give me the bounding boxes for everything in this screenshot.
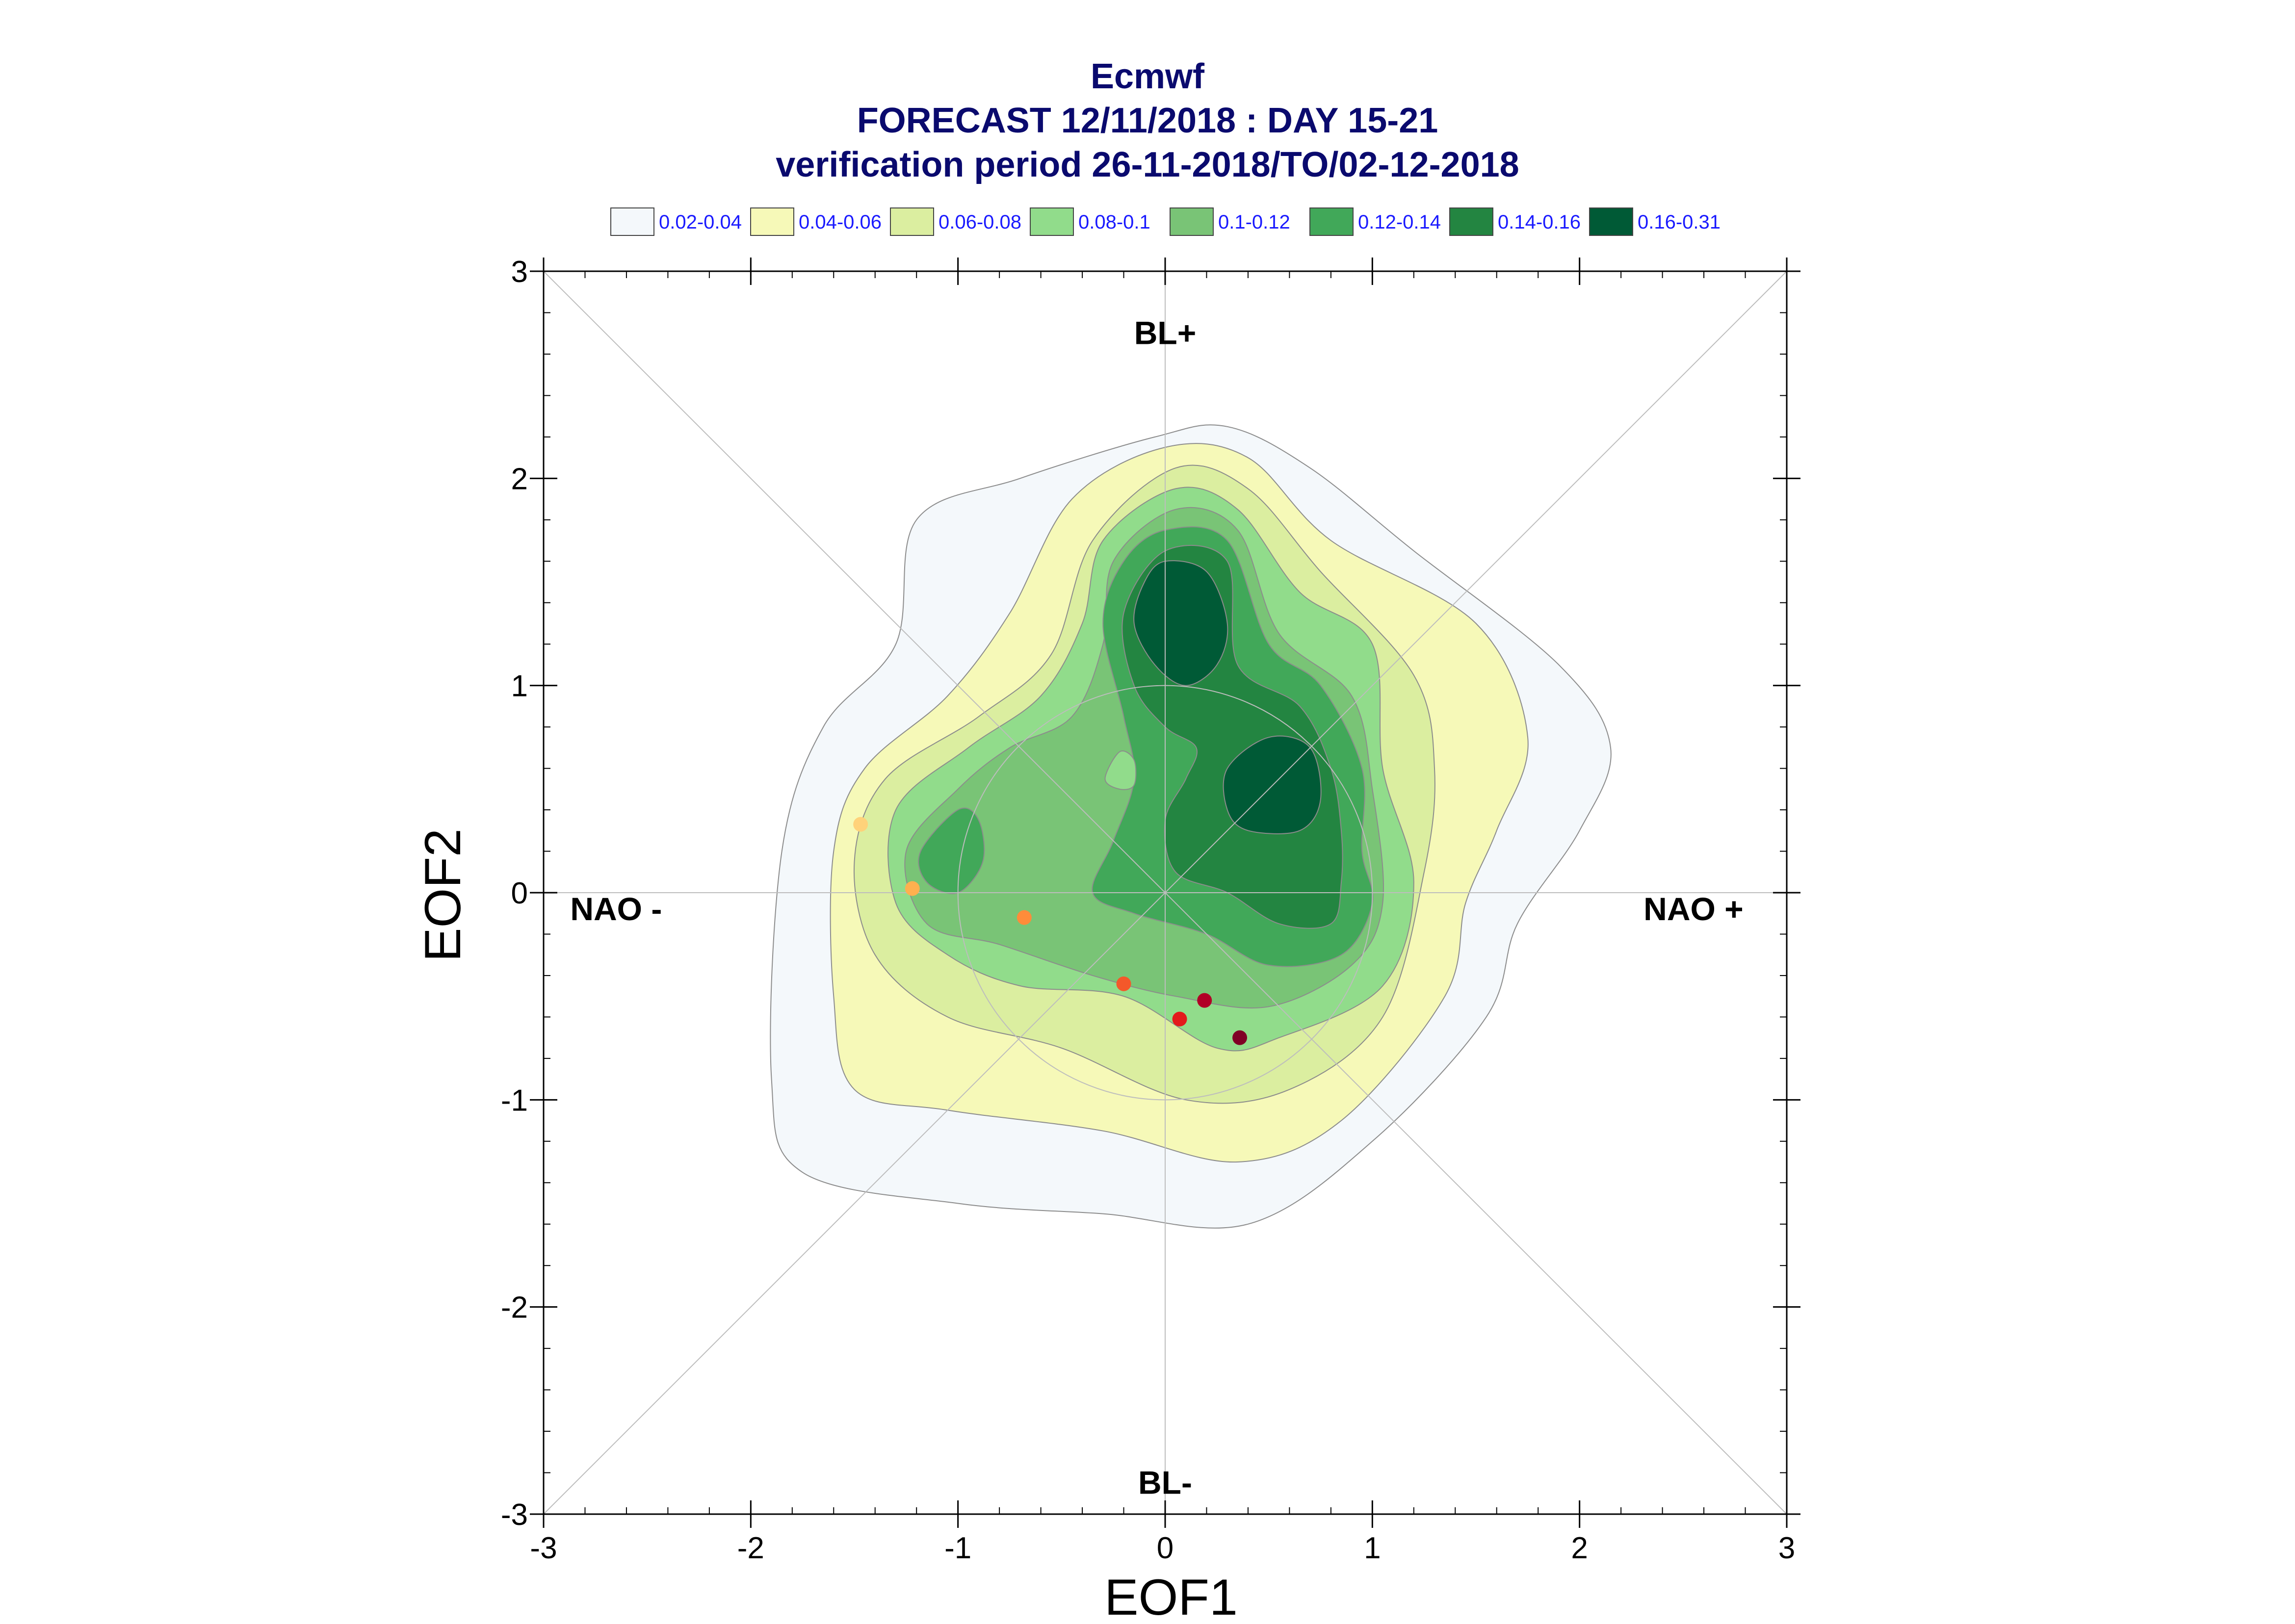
legend-swatch (750, 207, 794, 236)
x-tick-label: -1 (944, 1531, 971, 1565)
x-tick-label: 0 (1157, 1531, 1174, 1565)
legend: 0.02-0.04 0.04-0.06 0.06-0.08 0.08-0.1 0.1-0… (610, 207, 1721, 236)
y-tick-label: -3 (501, 1498, 528, 1532)
y-tick-label: 1 (511, 670, 528, 703)
legend-swatch (890, 207, 934, 236)
y-tick-label: 3 (511, 255, 528, 289)
forecast-point (1116, 976, 1131, 991)
legend-swatch (1589, 207, 1633, 236)
legend-swatch (1449, 207, 1493, 236)
density-contours (770, 424, 1612, 1229)
x-tick-label: -3 (530, 1531, 557, 1565)
title-line-verification: verification period 26-11-2018/TO/02-12-… (776, 145, 1519, 184)
x-tick-label: 3 (1778, 1531, 1795, 1565)
forecast-points (853, 817, 1248, 1045)
y-tick-label: -2 (501, 1291, 528, 1325)
regime-label: NAO + (1643, 891, 1744, 927)
axes: -3 -2 -1 0 1 2 3 -3 -2 -1 0 1 2 3 (501, 255, 1800, 1565)
y-tick-label: 0 (511, 876, 528, 910)
forecast-point (853, 817, 868, 832)
regime-label: BL- (1138, 1465, 1192, 1501)
legend-swatch (1170, 207, 1214, 236)
contour-region (1223, 735, 1322, 834)
y-tick-label: 2 (511, 462, 528, 496)
x-axis-title: EOF1 (1104, 1569, 1238, 1624)
legend-label: 0.02-0.04 (659, 211, 742, 233)
legend-swatch (610, 207, 654, 236)
forecast-point (1197, 993, 1212, 1008)
contour-region (1133, 560, 1228, 686)
y-tick-label: -1 (501, 1083, 528, 1117)
regime-labels: BL+ BL- NAO - NAO + (570, 315, 1743, 1501)
legend-label: 0.04-0.06 (799, 211, 882, 233)
legend-label: 0.06-0.08 (939, 211, 1021, 233)
legend-label: 0.08-0.1 (1078, 211, 1150, 233)
legend-label: 0.14-0.16 (1498, 211, 1581, 233)
title-line-model: Ecmwf (1091, 57, 1205, 96)
x-tick-label: 1 (1364, 1531, 1381, 1565)
title-line-forecast: FORECAST 12/11/2018 : DAY 15-21 (857, 101, 1438, 140)
y-axis-title: EOF2 (415, 828, 471, 962)
forecast-point (1017, 910, 1032, 925)
chart-title: Ecmwf FORECAST 12/11/2018 : DAY 15-21 ve… (776, 57, 1519, 184)
regime-label: NAO - (570, 891, 662, 927)
x-tick-label: -2 (737, 1531, 764, 1565)
guide-lines (543, 271, 1787, 1515)
unit-circle-guide (957, 685, 1373, 1101)
contour-region (1104, 750, 1137, 790)
forecast-point (1172, 1011, 1187, 1027)
forecast-point (1232, 1030, 1248, 1045)
forecast-point (905, 881, 920, 896)
regime-label: BL+ (1134, 315, 1197, 351)
legend-label: 0.12-0.14 (1358, 211, 1441, 233)
legend-swatch (1309, 207, 1354, 236)
legend-label: 0.16-0.31 (1638, 211, 1721, 233)
legend-label: 0.1-0.12 (1218, 211, 1290, 233)
x-tick-label: 2 (1571, 1531, 1588, 1565)
legend-swatch (1030, 207, 1074, 236)
